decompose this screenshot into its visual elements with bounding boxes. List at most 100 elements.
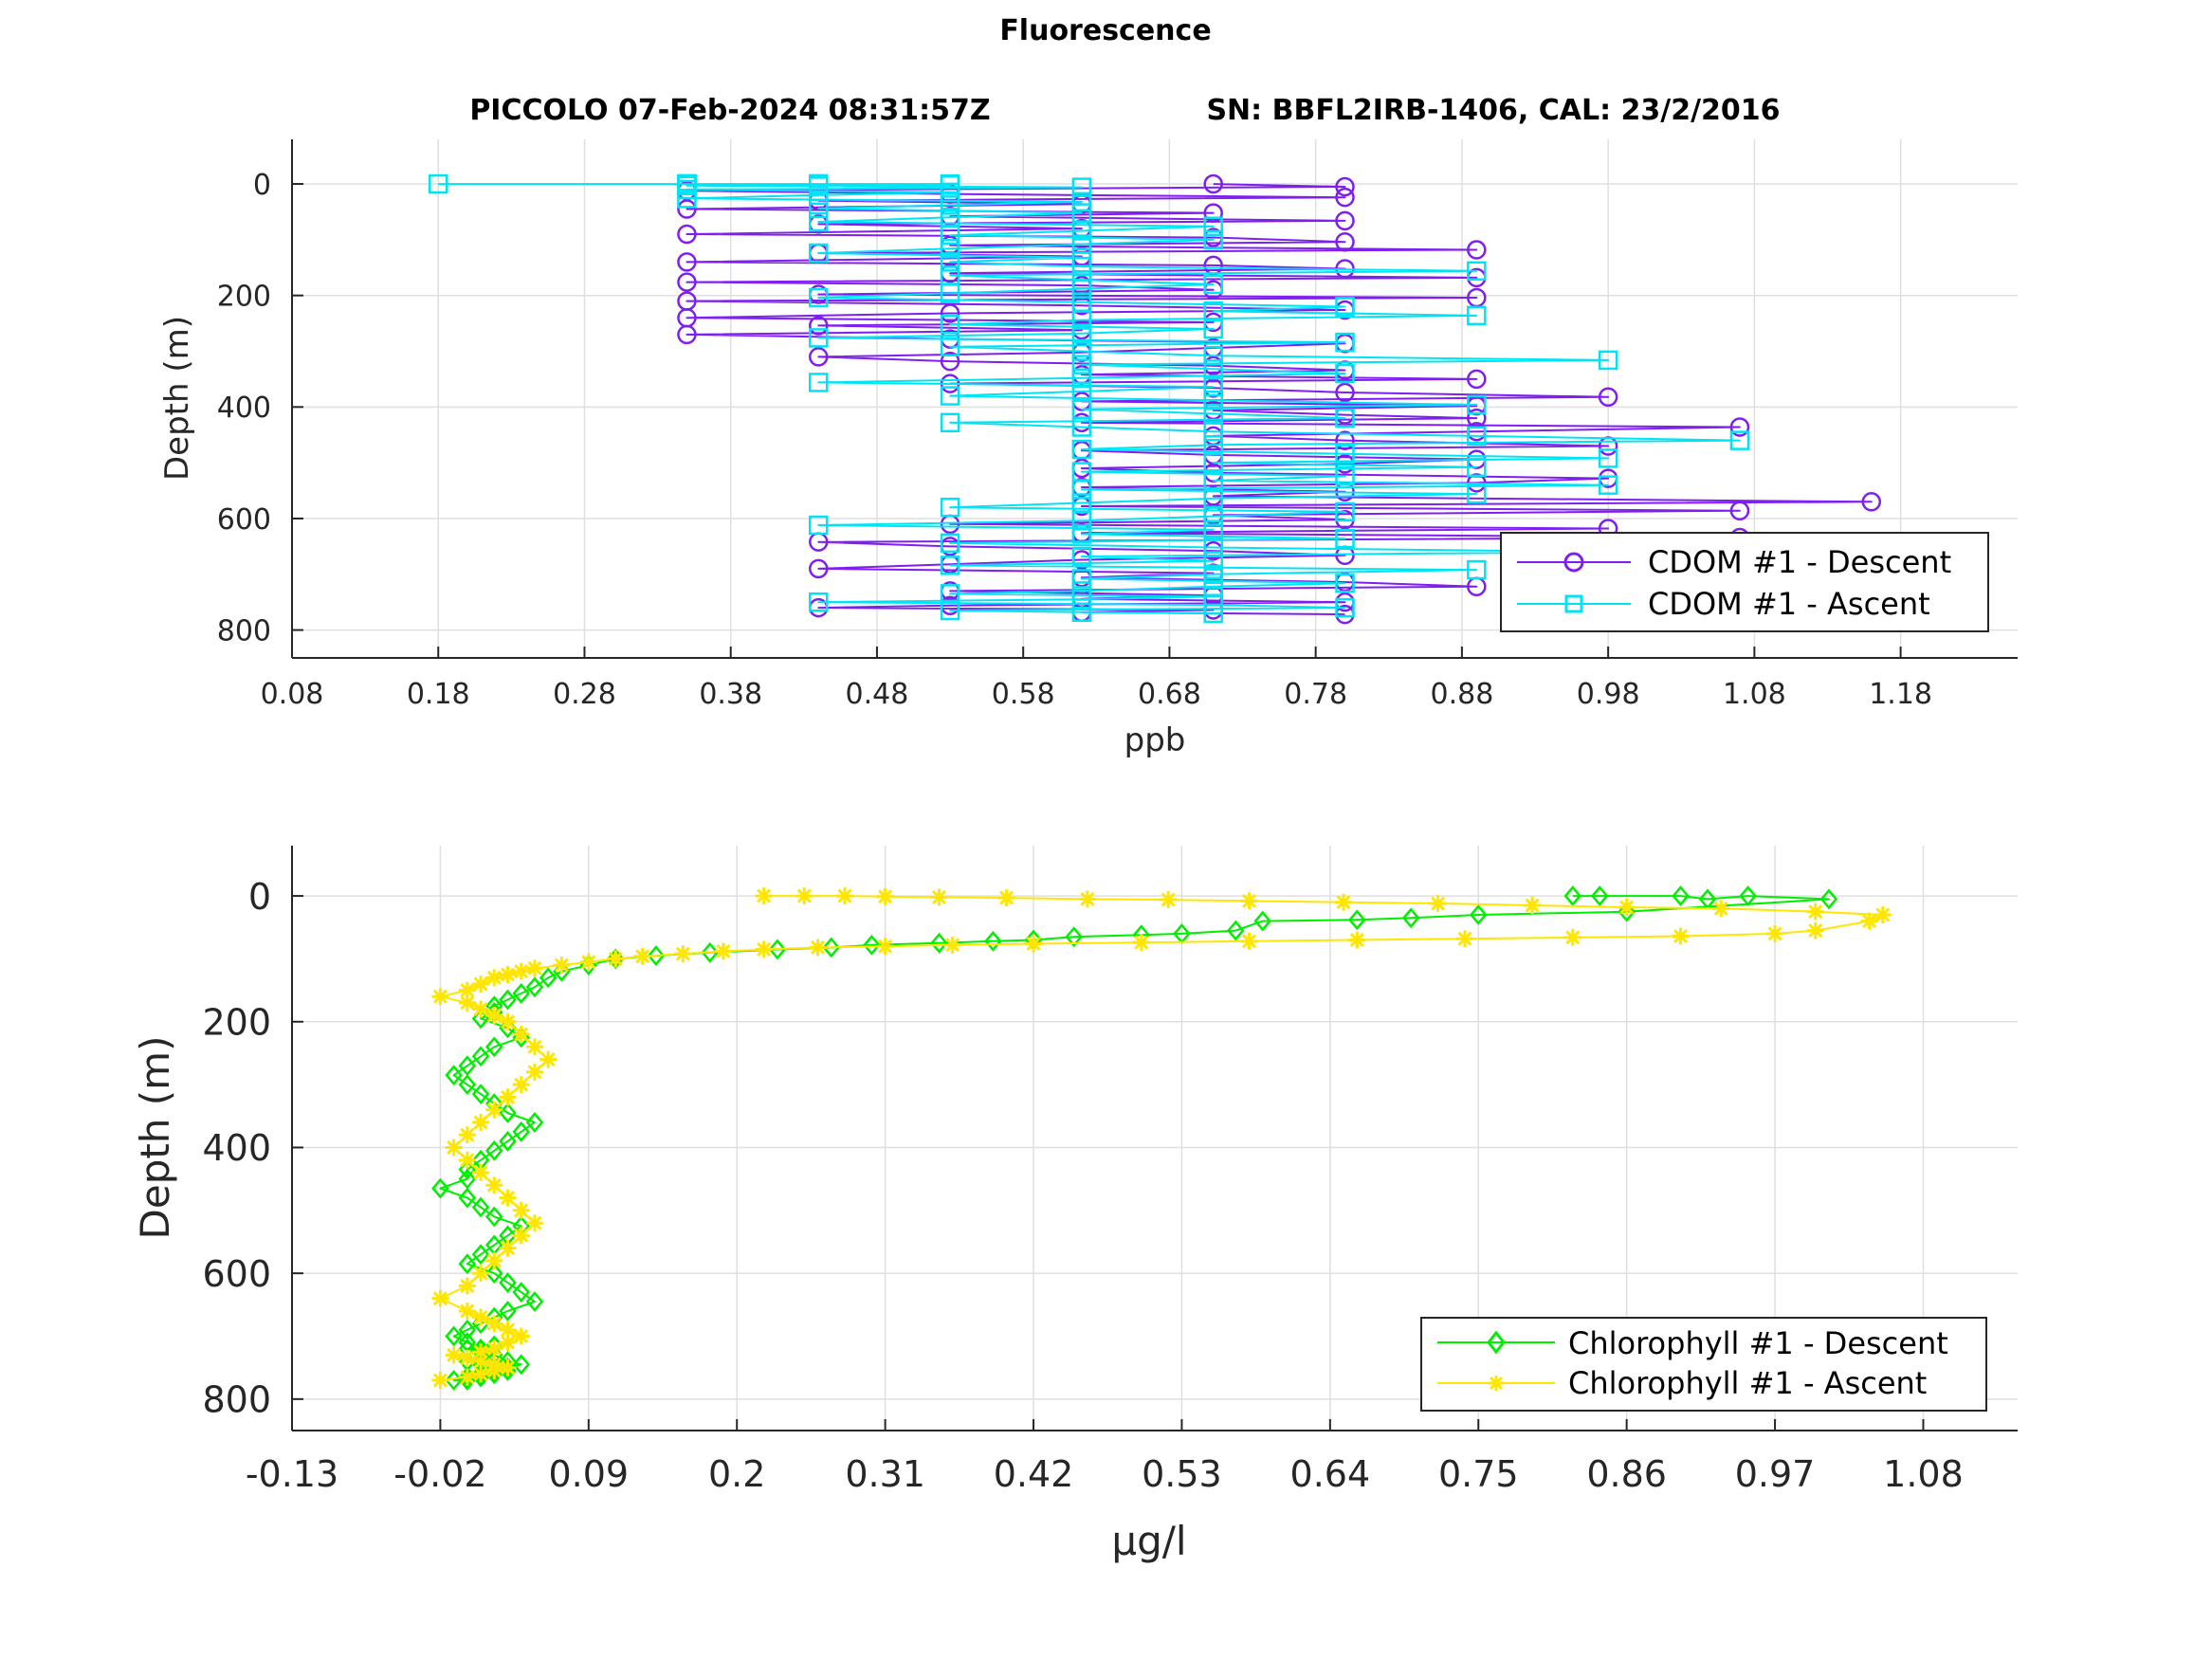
chlorophyll-descent-point <box>863 934 881 956</box>
cdom-ascent-point <box>809 328 829 348</box>
chlorophyll-ascent-point <box>809 939 827 957</box>
cdom-descent-point <box>1335 210 1355 231</box>
chlorophyll-descent-point <box>458 1187 477 1209</box>
chlorophyll-descent-point <box>471 1084 490 1104</box>
cdom-descent-point <box>940 303 960 323</box>
chlorophyll-ascent-point <box>525 1038 543 1056</box>
chlorophyll-x-axis-label: μg/l <box>1111 1518 1186 1564</box>
cdom-ascent-point <box>1071 546 1092 567</box>
chlorophyll-ascent-point <box>1240 892 1258 910</box>
cdom-x-tick-label: 1.08 <box>1723 678 1786 711</box>
chlorophyll-descent-point <box>768 939 787 960</box>
cdom-ascent-point <box>1467 261 1487 282</box>
cdom-descent-point <box>677 272 697 292</box>
chlorophyll-ascent-point <box>997 889 1015 907</box>
cdom-ascent-point <box>940 497 960 518</box>
cdom-descent-point <box>1598 387 1618 407</box>
cdom-ascent-point <box>1071 323 1092 343</box>
chlorophyll-descent-point <box>484 1036 503 1058</box>
cdom-ascent-point <box>1598 350 1618 371</box>
cdom-ascent-point <box>1203 564 1223 585</box>
chlorophyll-descent-point <box>1739 885 1757 907</box>
cdom-ascent-point <box>1203 359 1223 379</box>
chlorophyll-ascent-point <box>1078 890 1096 908</box>
cdom-descent-point <box>1729 501 1750 520</box>
chlorophyll-x-tick-label: -0.13 <box>246 1453 338 1495</box>
cdom-ascent-point <box>1071 247 1092 267</box>
cdom-ascent-point <box>1071 493 1092 513</box>
chlorophyll-ascent-point <box>458 1368 476 1386</box>
cdom-ascent-point <box>1335 466 1355 486</box>
cdom-descent-point <box>1335 231 1355 252</box>
cdom-ascent-point <box>677 173 697 194</box>
cdom-x-tick-label: 0.88 <box>1430 678 1493 711</box>
chlorophyll-descent-point <box>484 1139 503 1161</box>
cdom-ascent-point <box>1071 368 1092 388</box>
cdom-legend: CDOM #1 - Descent CDOM #1 - Ascent <box>1500 532 1989 632</box>
chlorophyll-ascent-point <box>525 1214 543 1232</box>
cdom-ascent-point <box>940 315 960 335</box>
chlorophyll-ascent-point <box>445 1346 463 1364</box>
cdom-ascent-point <box>1598 448 1618 468</box>
chlorophyll-ascent-point <box>835 887 853 905</box>
chlorophyll-descent-point <box>499 989 517 1011</box>
chlorophyll-axis-lines <box>291 846 2018 1431</box>
cdom-ascent-point <box>1071 581 1092 601</box>
cdom-descent-line <box>686 183 1873 616</box>
chlorophyll-x-tick-label: 0.64 <box>1290 1453 1371 1495</box>
chlorophyll-legend-descent-label: Chlorophyll #1 - Descent <box>1568 1325 1948 1361</box>
cdom-descent-point <box>677 199 697 219</box>
chlorophyll-y-axis-label: Depth (m) <box>132 1036 178 1240</box>
cdom-descent-point <box>1335 187 1355 208</box>
cdom-ascent-point <box>940 208 960 228</box>
cdom-descent-point <box>1335 430 1355 450</box>
chlorophyll-ascent-point <box>472 1353 490 1371</box>
chlorophyll-ascent-point <box>458 1302 476 1320</box>
chlorophyll-ascent-point <box>1335 893 1353 911</box>
chlorophyll-descent-point <box>1590 885 1609 907</box>
cdom-x-axis-label: ppb <box>1124 721 1186 759</box>
cdom-descent-point <box>1729 417 1750 437</box>
figure-subtitle-left: PICCOLO 07-Feb-2024 08:31:57Z <box>469 94 990 127</box>
chlorophyll-ascent-point <box>579 953 597 971</box>
cdom-y-tick-label: 200 <box>217 280 271 313</box>
figure-subtitle-right: SN: BBFL2IRB-1406, CAL: 23/2/2016 <box>1206 94 1780 127</box>
chlorophyll-ascent-point <box>1806 921 1824 939</box>
chlorophyll-x-tick-label: 0.09 <box>549 1453 630 1495</box>
cdom-ascent-point <box>940 584 960 604</box>
cdom-legend-descent-marker <box>1563 552 1584 573</box>
chlorophyll-ascent-point <box>485 1251 503 1269</box>
chlorophyll-descent-point <box>512 1121 531 1142</box>
chlorophyll-descent-point <box>525 1291 544 1312</box>
chlorophyll-descent-point <box>1227 920 1245 941</box>
cdom-ascent-point <box>1335 408 1355 428</box>
chlorophyll-ascent-point <box>715 942 732 960</box>
chlorophyll-ascent-point <box>512 1201 530 1219</box>
chlorophyll-descent-point <box>512 1354 531 1376</box>
cdom-ascent-point <box>1203 301 1223 321</box>
chlorophyll-ascent-point <box>472 1308 490 1326</box>
chlorophyll-ascent-point <box>472 1343 490 1361</box>
chlorophyll-ascent-point <box>512 1076 530 1094</box>
chlorophyll-ascent-point <box>512 1327 530 1345</box>
chlorophyll-descent-point <box>431 1177 449 1199</box>
chlorophyll-descent-point <box>471 1046 490 1067</box>
chlorophyll-ascent-point <box>499 1239 517 1257</box>
cdom-ascent-point <box>809 515 829 536</box>
chlorophyll-descent-point <box>499 1272 517 1294</box>
chlorophyll-ascent-point <box>499 1321 517 1339</box>
cdom-ascent-point <box>1071 203 1092 223</box>
cdom-ascent-point <box>1071 439 1092 460</box>
cdom-ascent-point <box>1071 355 1092 374</box>
cdom-ascent-point <box>1467 394 1487 415</box>
chlorophyll-ascent-point <box>1160 891 1178 909</box>
cdom-ascent-point <box>809 243 829 264</box>
chlorophyll-descent-point <box>458 1074 477 1096</box>
chlorophyll-series <box>431 885 1892 1391</box>
chlorophyll-ascent-point <box>525 959 543 977</box>
cdom-descent-point <box>809 558 829 579</box>
chlorophyll-ascent-point <box>485 1315 503 1333</box>
cdom-y-axis-label: Depth (m) <box>158 316 196 481</box>
cdom-ascent-point <box>1335 573 1355 593</box>
cdom-ascent-point <box>1203 345 1223 366</box>
